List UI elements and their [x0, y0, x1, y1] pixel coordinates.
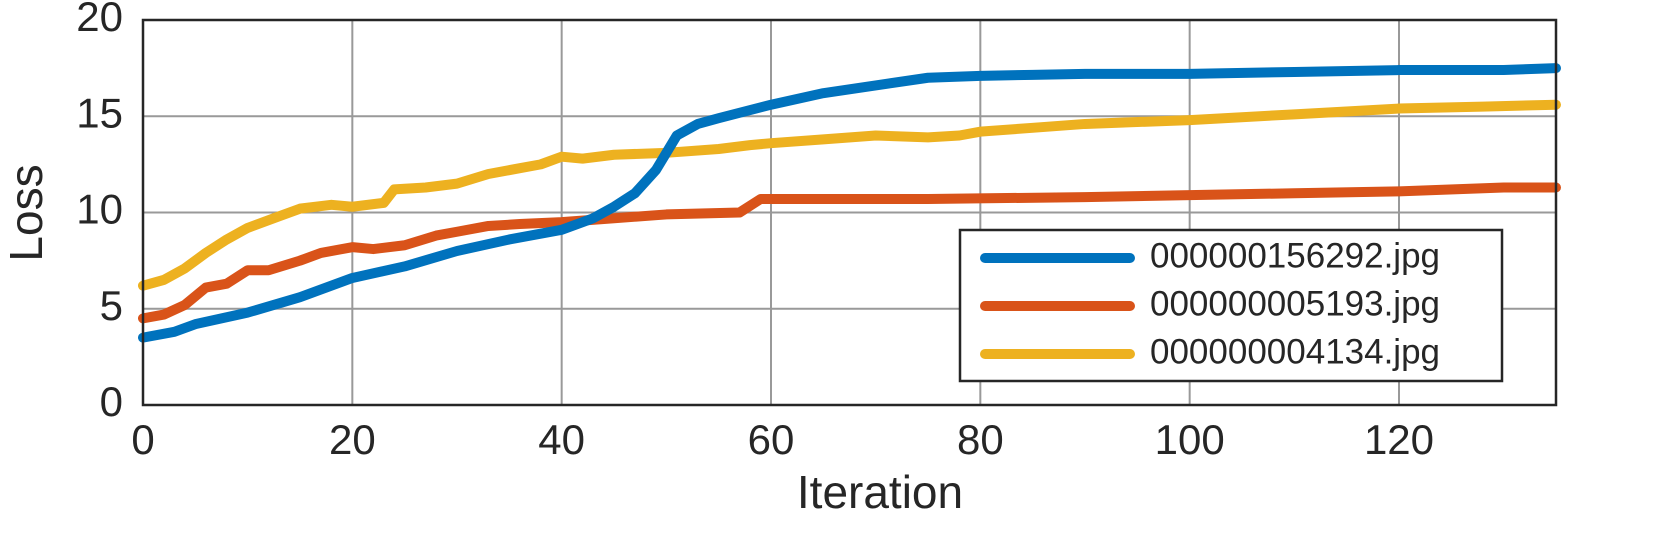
data-line [138, 99, 1561, 291]
data-line [138, 63, 1561, 343]
x-tick-label: 20 [329, 416, 376, 463]
legend-label: 000000156292.jpg [1150, 236, 1440, 275]
legend-label: 000000004134.jpg [1150, 332, 1440, 371]
x-tick-label: 40 [538, 416, 585, 463]
data-line [138, 182, 1561, 324]
y-tick-label: 20 [76, 0, 123, 40]
x-tick-label: 80 [957, 416, 1004, 463]
y-tick-label: 10 [76, 186, 123, 233]
y-tick-label: 5 [100, 282, 123, 329]
y-axis-label: Loss [0, 164, 52, 261]
x-tick-label: 0 [131, 416, 154, 463]
y-tick-label: 0 [100, 378, 123, 425]
x-axis-label: Iteration [797, 466, 963, 518]
plot-frame [141, 18, 1558, 407]
x-tick-label: 100 [1155, 416, 1225, 463]
legend-label: 000000005193.jpg [1150, 284, 1440, 323]
x-tick-label: 60 [748, 416, 795, 463]
y-tick-label: 15 [76, 89, 123, 136]
x-tick-label: 120 [1364, 416, 1434, 463]
